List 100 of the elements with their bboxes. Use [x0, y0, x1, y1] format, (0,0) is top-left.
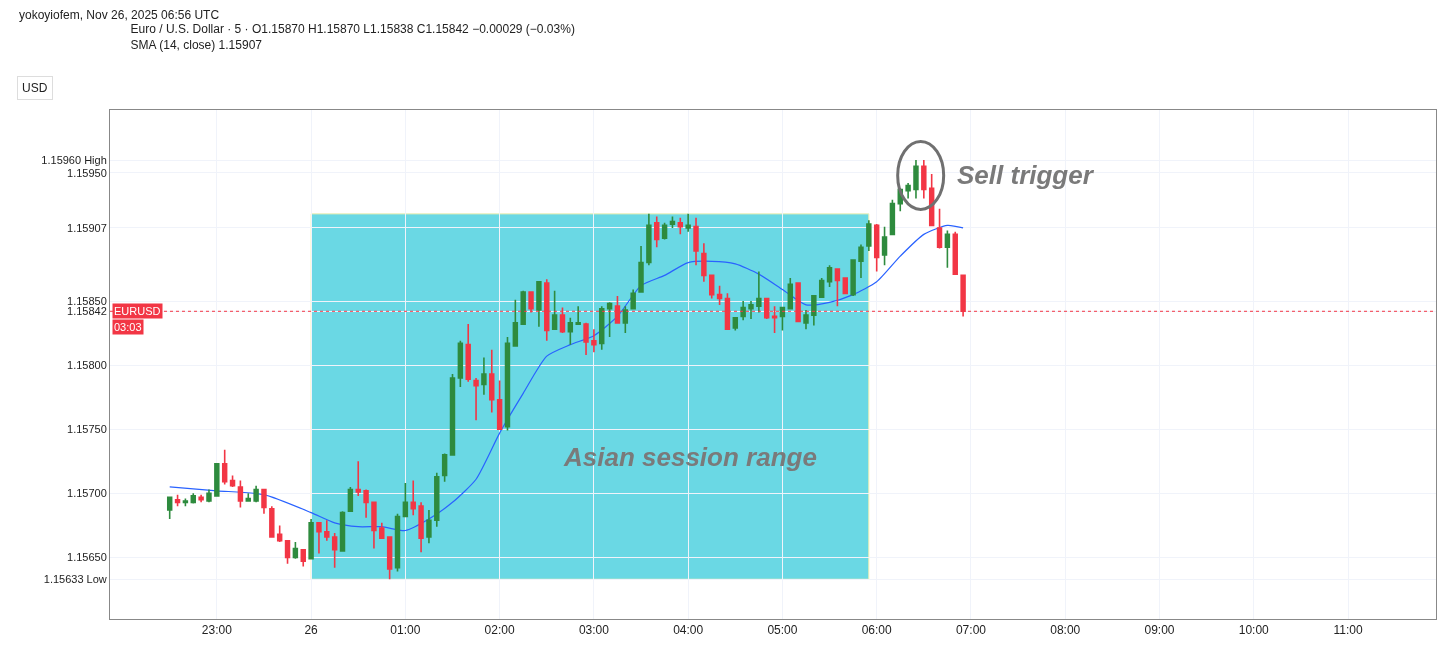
x-tick-label: 26	[304, 623, 319, 638]
candlestick	[889, 198, 896, 236]
candlestick	[599, 305, 605, 351]
candlestick	[748, 300, 754, 320]
candlestick	[339, 510, 346, 552]
candlestick	[693, 216, 699, 266]
candlestick	[905, 182, 911, 200]
x-tick-label: 03:00	[578, 623, 610, 638]
y-tick-label: 1.15960 High	[41, 153, 107, 166]
candlestick	[206, 488, 212, 504]
candlestick	[324, 519, 330, 542]
candlestick	[818, 277, 825, 298]
text: USD	[22, 81, 48, 95]
chart-title: Euro / U.S. Dollar · 5 · O1.15870 H1.15870 L1.15838 C1.15842 −0.00029 (−0.03%)	[130, 21, 575, 36]
x-tick-label: 07:00	[955, 623, 987, 638]
candlestick	[449, 373, 456, 456]
candlestick	[567, 316, 574, 346]
candlestick	[685, 213, 691, 233]
chart-subtitle: SMA (14, close) 1.15907	[130, 37, 263, 52]
candlestick	[701, 242, 707, 283]
candlestick	[913, 159, 919, 200]
y-tick-label: 1.15633 Low	[43, 573, 107, 586]
candlestick	[850, 259, 856, 297]
candlestick	[512, 298, 519, 347]
candlestick	[434, 472, 440, 528]
candlestick	[638, 245, 644, 293]
candlestick	[269, 505, 275, 538]
candlestick	[457, 339, 464, 388]
x-tick-label: 10:00	[1238, 623, 1270, 638]
candlestick	[355, 460, 361, 497]
candlestick	[803, 309, 809, 331]
candlestick	[873, 223, 880, 273]
candlestick	[253, 484, 259, 504]
candlestick	[921, 159, 927, 200]
x-tick-label: 06:00	[861, 623, 893, 638]
y-tick-label: 1.15850	[67, 294, 107, 307]
x-tick-label: 04:00	[673, 623, 704, 638]
candlestick	[654, 215, 660, 248]
candlestick	[716, 284, 723, 306]
candlestick	[881, 225, 888, 266]
candlestick	[583, 322, 589, 356]
candlestick	[496, 379, 503, 431]
candlestick	[826, 264, 833, 288]
candlestick	[834, 268, 841, 307]
candlestick	[371, 501, 377, 550]
candlestick	[394, 513, 401, 573]
x-tick-label: 11:00	[1333, 623, 1363, 638]
candlestick	[630, 288, 636, 310]
candlestick	[276, 524, 283, 543]
y-tick-label: 1.15800	[67, 358, 107, 371]
candlestick	[669, 215, 676, 229]
candlestick	[214, 463, 220, 497]
candlestick	[520, 289, 526, 325]
candlestick	[952, 231, 958, 275]
candlestick	[504, 336, 511, 432]
x-tick-label: 23:00	[201, 623, 233, 638]
candlestick	[866, 219, 872, 252]
y-tick-label: 1.15700	[67, 487, 107, 500]
candlestick	[811, 295, 817, 327]
candlestick	[489, 348, 495, 414]
candlestick	[363, 488, 369, 519]
x-tick-label: 09:00	[1144, 623, 1175, 638]
candlestick	[842, 277, 848, 295]
candlestick	[426, 509, 432, 545]
annotation: 03:03	[114, 321, 142, 333]
candlestick	[386, 536, 393, 581]
candlestick	[591, 328, 597, 354]
candlestick	[410, 479, 416, 516]
candlestick	[300, 548, 306, 568]
candlestick	[190, 492, 196, 505]
x-tick-label: 02:00	[484, 623, 515, 638]
candlestick	[646, 213, 652, 266]
candlestick	[536, 281, 542, 328]
candlestick	[379, 522, 385, 540]
annotation: Sell trigger	[957, 160, 1095, 190]
candlestick	[756, 270, 762, 314]
candlestick	[245, 492, 251, 502]
candlestick	[677, 216, 684, 236]
candlestick	[316, 522, 322, 555]
candlestick	[575, 305, 581, 325]
candlestick	[622, 305, 629, 334]
candlestick	[709, 274, 715, 300]
text: yokoyiofem, Nov 26, 2025 06:56 UTC	[19, 8, 220, 22]
candlestick	[347, 486, 354, 513]
candlestick	[198, 493, 204, 504]
candlestick	[441, 452, 448, 483]
candlestick	[732, 316, 739, 332]
candlestick	[740, 300, 746, 322]
x-tick-label: 05:00	[767, 623, 798, 638]
candlestick	[284, 539, 291, 565]
y-tick-label: 1.15907	[67, 221, 107, 234]
candlestick	[473, 377, 479, 422]
candlestick	[944, 229, 951, 269]
candlestick	[261, 488, 267, 515]
candlestick	[418, 501, 424, 554]
y-tick-label: 1.15750	[67, 423, 107, 436]
candlestick	[787, 277, 794, 310]
x-tick-label: 08:00	[1050, 623, 1081, 638]
candlestick	[331, 532, 338, 569]
y-tick-label: 1.15842	[67, 305, 107, 318]
